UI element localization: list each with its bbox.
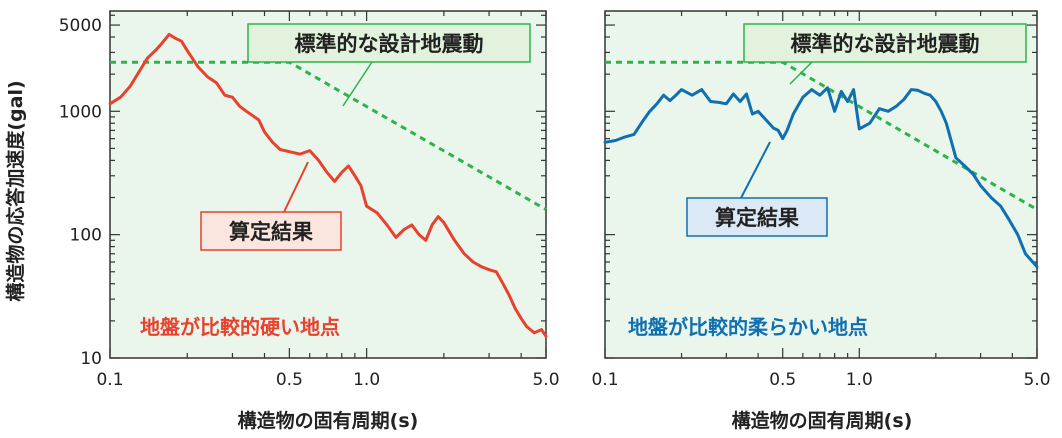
chart-panel-hard-ground: 10 100 1000 5000 0.1 0.5 1.0 5.0 標準的な設計地震動 算定結… xyxy=(59,10,560,432)
x-tick-labels: 0.1 0.5 1.0 5.0 xyxy=(96,370,559,390)
y-tick-label: 100 xyxy=(70,226,102,246)
y-tick-labels: 10 100 1000 5000 xyxy=(59,16,102,369)
design-callout-box xyxy=(247,23,531,63)
x-tick-label: 0.1 xyxy=(591,370,618,390)
result-spectrum-line xyxy=(108,32,548,338)
design-callout-box xyxy=(743,23,1027,63)
x-tick-label: 5.0 xyxy=(1023,370,1050,390)
x-tick-label: 0.5 xyxy=(769,370,796,390)
x-tick-label: 1.0 xyxy=(353,370,380,390)
chart-panel-soft-ground: 0.1 0.5 1.0 5.0 標準的な設計地震動 算定結果 地盤が比較的柔らかい地点… xyxy=(591,10,1051,432)
design-callout-label: 標準的な設計地震動 xyxy=(295,32,484,56)
y-tick-label: 10 xyxy=(80,349,102,369)
x-tick-label: 0.5 xyxy=(276,370,303,390)
plot-area xyxy=(109,10,547,359)
ground-annotation: 地盤が比較的硬い地点 xyxy=(140,315,340,339)
axis-ticks xyxy=(109,11,547,359)
y-tick-label: 5000 xyxy=(59,16,102,36)
result-callout-leader xyxy=(283,161,309,213)
x-axis-label: 構造物の固有周期(s) xyxy=(732,409,913,432)
plot-area xyxy=(604,10,1038,359)
axis-ticks xyxy=(604,11,1038,359)
x-tick-labels: 0.1 0.5 1.0 5.0 xyxy=(591,370,1050,390)
x-tick-label: 0.1 xyxy=(96,370,123,390)
x-tick-label: 5.0 xyxy=(532,370,559,390)
x-axis-label: 構造物の固有周期(s) xyxy=(238,409,419,432)
y-tick-label: 1000 xyxy=(59,102,102,122)
y-axis-label: 構造物の応答加速度(gal) xyxy=(4,80,27,301)
design-callout-leader xyxy=(342,61,373,107)
x-tick-label: 1.0 xyxy=(846,370,873,390)
result-callout-box xyxy=(686,197,828,237)
result-callout-box xyxy=(200,211,342,251)
result-spectrum-line xyxy=(603,86,1039,269)
ground-annotation: 地盤が比較的柔らかい地点 xyxy=(628,315,868,339)
result-callout-leader xyxy=(740,141,771,199)
result-callout-label: 算定結果 xyxy=(229,220,313,244)
design-callout-leader xyxy=(789,61,813,85)
design-callout-label: 標準的な設計地震動 xyxy=(791,32,980,56)
result-callout-label: 算定結果 xyxy=(715,206,799,230)
